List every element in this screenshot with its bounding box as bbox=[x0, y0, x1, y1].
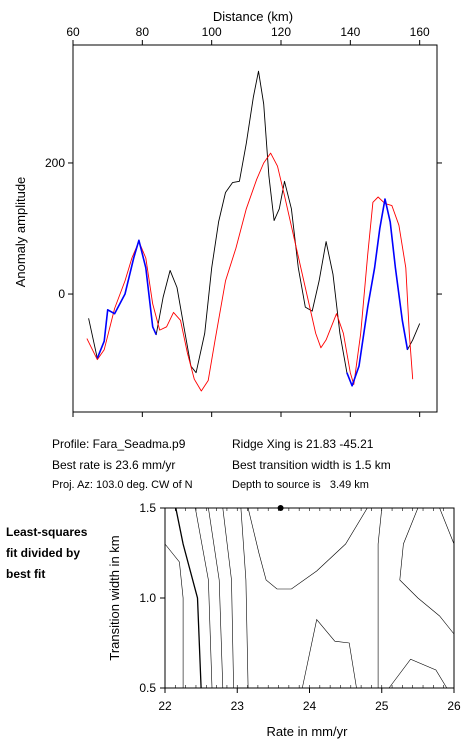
projection-azimuth: Proj. Az: 103.0 deg. CW of N bbox=[52, 479, 193, 491]
top-y-axis-label: Anomaly amplitude bbox=[13, 177, 28, 288]
contour-line bbox=[164, 543, 184, 688]
contour-line bbox=[388, 658, 448, 689]
best-fit-marker bbox=[277, 505, 284, 511]
top-x-tick-label: 60 bbox=[66, 25, 80, 39]
misfit-contour-chart: Rate in mm/yr Transition width in km 22 2… bbox=[107, 501, 461, 739]
bottom-y-tick-label: 1.5 bbox=[139, 501, 156, 515]
top-y-tick-label: 0 bbox=[58, 287, 65, 301]
anomaly-profile-chart: Distance (km) Anomaly amplitude 60 80 100 1… bbox=[13, 9, 442, 417]
contour-line bbox=[399, 507, 455, 635]
legend-line-2: fit divided by bbox=[6, 546, 81, 560]
contour-line bbox=[377, 507, 383, 688]
contour-line bbox=[195, 507, 213, 689]
contour-line bbox=[240, 507, 249, 689]
fit-window-left-line bbox=[96, 239, 157, 359]
top-x-tick-label: 140 bbox=[340, 25, 360, 39]
model-anomaly-line bbox=[86, 152, 414, 392]
best-fit-contour-line bbox=[175, 507, 202, 689]
ridge-crossing: Ridge Xing is 21.83 -45.21 bbox=[232, 437, 374, 451]
profile-name: Profile: Fara_Seadma.p9 bbox=[52, 437, 186, 451]
bottom-plot-area: 22 23 24 25 26 0.5 1.0 1.5 bbox=[139, 501, 461, 713]
bottom-x-tick-label: 23 bbox=[231, 699, 245, 713]
bottom-plot-frame bbox=[164, 507, 455, 689]
bottom-y-axis-label: Transition width in km bbox=[107, 535, 122, 660]
bottom-x-axis-label: Rate in mm/yr bbox=[267, 724, 349, 739]
contour-legend-label: Least-squares fit divided by best fit bbox=[6, 522, 87, 585]
bottom-x-tick-label: 26 bbox=[447, 699, 461, 713]
top-y-tick-label: 200 bbox=[45, 156, 65, 170]
top-x-tick-label: 100 bbox=[202, 25, 222, 39]
best-transition-width: Best transition width is 1.5 km bbox=[232, 458, 391, 472]
contour-line bbox=[222, 507, 234, 689]
contour-line bbox=[439, 507, 455, 545]
fit-window-right-line bbox=[346, 198, 409, 387]
best-rate: Best rate is 23.6 mm/yr bbox=[52, 458, 176, 472]
bottom-x-tick-label: 24 bbox=[303, 699, 317, 713]
top-x-tick-label: 80 bbox=[136, 25, 150, 39]
top-x-axis-label: Distance (km) bbox=[213, 9, 293, 24]
top-x-tick-label: 120 bbox=[271, 25, 291, 39]
legend-line-1: Least-squares bbox=[6, 525, 88, 539]
top-plot-area: 60 80 100 120 140 160 0 200 bbox=[45, 25, 442, 417]
depth-to-source: Depth to source is 3.49 km bbox=[232, 479, 369, 491]
bottom-y-tick-label: 1.0 bbox=[139, 591, 156, 605]
legend-line-3: best fit bbox=[6, 567, 46, 581]
contour-line bbox=[302, 618, 357, 689]
bottom-x-tick-label: 25 bbox=[375, 699, 389, 713]
contour-line bbox=[247, 507, 368, 590]
top-plot-frame bbox=[72, 44, 438, 413]
contour-line bbox=[208, 507, 224, 689]
bottom-x-tick-label: 22 bbox=[158, 699, 172, 713]
bottom-y-tick-label: 0.5 bbox=[139, 681, 156, 695]
top-x-tick-label: 160 bbox=[410, 25, 430, 39]
